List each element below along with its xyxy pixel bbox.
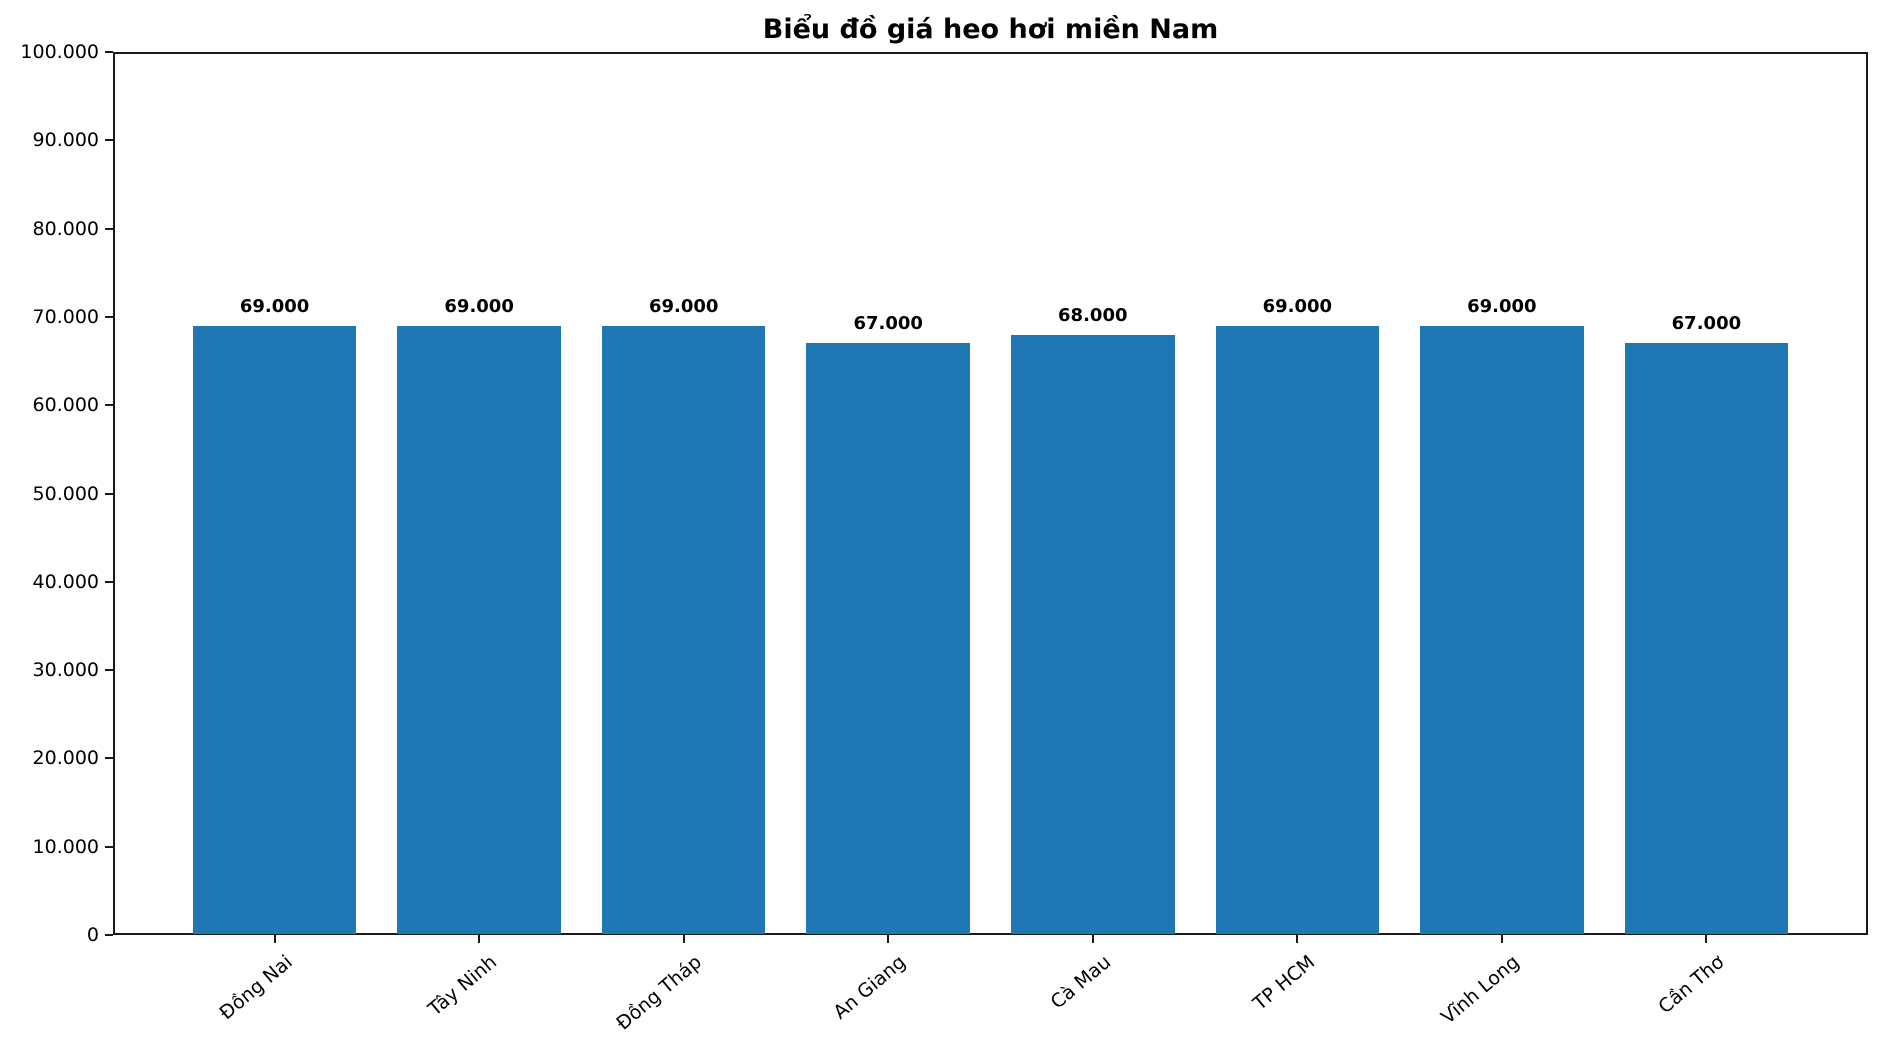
y-tick-mark xyxy=(105,315,113,318)
y-tick-label: 40.000 xyxy=(32,570,99,593)
x-tick-mark xyxy=(887,935,890,943)
bar-4 xyxy=(806,343,971,934)
y-tick-mark xyxy=(105,757,113,760)
plot-area xyxy=(113,52,1868,935)
y-tick-label: 20.000 xyxy=(32,747,99,770)
y-tick-label: 100.000 xyxy=(20,41,99,63)
y-tick-label: 50.000 xyxy=(32,482,99,505)
y-tick-mark xyxy=(105,934,113,936)
bar-3 xyxy=(601,325,766,934)
x-tick-label: Cần Thơ xyxy=(1654,951,1729,1019)
x-tick-label: Vĩnh Long xyxy=(1437,951,1525,1029)
y-tick-label: 60.000 xyxy=(32,394,99,417)
y-tick-label: 70.000 xyxy=(32,305,99,328)
x-tick-label: TP HCM xyxy=(1249,951,1320,1015)
bar-value-label: 69.000 xyxy=(444,295,514,317)
bar-value-label: 67.000 xyxy=(853,313,923,335)
x-tick-mark xyxy=(478,935,481,943)
x-tick-mark xyxy=(1500,935,1503,943)
x-tick-label: Cà Mau xyxy=(1046,951,1115,1014)
y-tick-mark xyxy=(105,227,113,230)
bar-value-label: 68.000 xyxy=(1058,304,1128,326)
x-tick-mark xyxy=(1705,935,1708,943)
x-tick-mark xyxy=(682,935,685,943)
x-tick-mark xyxy=(1091,935,1094,943)
bar-1 xyxy=(192,325,357,934)
y-tick-mark xyxy=(105,669,113,672)
bar-8 xyxy=(1624,343,1789,934)
x-tick-mark xyxy=(273,935,276,943)
bar-value-label: 69.000 xyxy=(239,295,310,317)
y-tick-mark xyxy=(105,492,113,495)
bar-6 xyxy=(1215,325,1380,934)
bar-2 xyxy=(397,325,561,934)
y-tick-label: 90.000 xyxy=(32,129,99,152)
y-tick-mark xyxy=(105,404,113,407)
chart-title: Biểu đồ giá heo hơi miền Nam xyxy=(762,14,1219,45)
bar-5 xyxy=(1010,334,1175,934)
y-tick-label: 80.000 xyxy=(32,217,99,240)
bar-value-label: 67.000 xyxy=(1671,313,1742,335)
y-tick-label: 10.000 xyxy=(32,835,99,858)
bar-value-label: 69.000 xyxy=(1467,295,1537,317)
x-tick-label: Tây Ninh xyxy=(424,951,502,1021)
y-tick-label: 0 xyxy=(86,924,99,946)
x-tick-label: Đồng Nai xyxy=(215,951,297,1025)
y-tick-mark xyxy=(105,845,113,848)
x-tick-label: Đồng Tháp xyxy=(612,951,706,1035)
y-tick-mark xyxy=(105,139,113,142)
x-tick-mark xyxy=(1296,935,1299,943)
bar-7 xyxy=(1420,325,1584,934)
y-tick-label: 30.000 xyxy=(32,659,99,682)
bar-value-label: 69.000 xyxy=(648,295,719,317)
x-tick-label: An Giang xyxy=(829,951,911,1024)
bar-value-label: 69.000 xyxy=(1262,295,1333,317)
y-tick-mark xyxy=(105,580,113,583)
y-tick-mark xyxy=(105,51,113,53)
